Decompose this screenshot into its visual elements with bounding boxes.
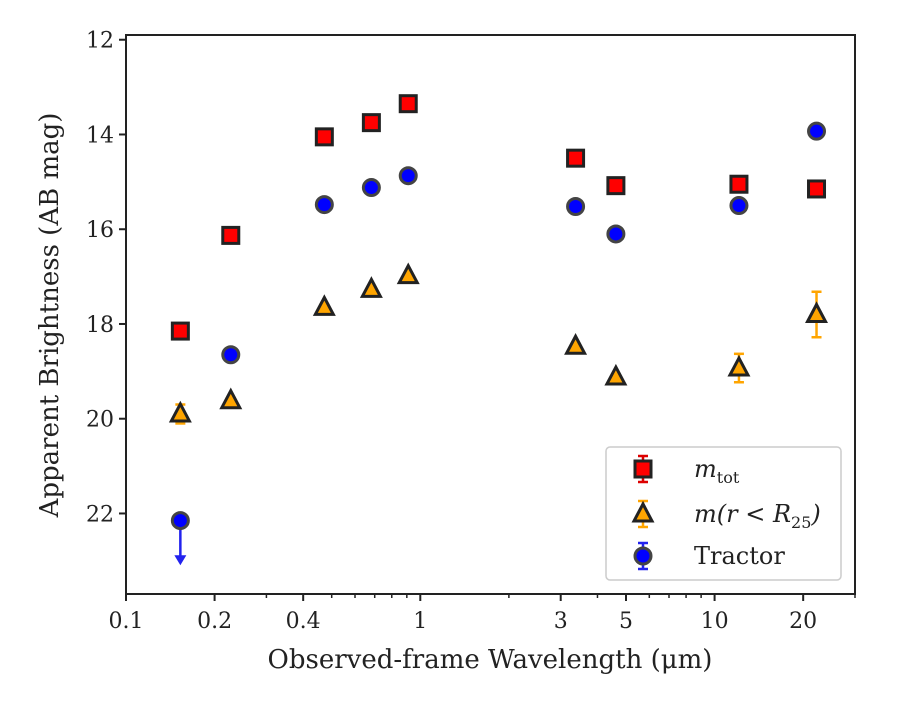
x-tick-label: 0.4 (286, 609, 321, 634)
data-point (361, 178, 381, 198)
data-point (168, 400, 192, 423)
legend: mtot m(r < R25) Tractor (605, 446, 842, 581)
axis-ticks: 0.1 0.2 0.4 1 3 5 10 20 12 14 16 18 20 22 (86, 29, 856, 634)
data-point (729, 174, 749, 194)
data-point (564, 333, 588, 355)
data-point (314, 127, 334, 147)
x-tick-label: 0.1 (109, 609, 144, 634)
legend-label: Tractor (694, 542, 785, 570)
legend-entry: mtot (633, 454, 740, 487)
legend-marker (633, 546, 653, 566)
y-tick-label: 12 (86, 29, 114, 54)
data-point (361, 113, 381, 133)
legend-marker (633, 459, 653, 479)
upper-limit-arrowhead (174, 555, 187, 566)
data-point (566, 148, 586, 168)
legend-label: m(r < R25) (694, 500, 821, 532)
data-point (398, 166, 418, 186)
data-point (606, 176, 626, 196)
series-circle (170, 121, 827, 566)
data-point (170, 321, 190, 341)
data-point (604, 363, 628, 386)
plot-frame (125, 34, 856, 595)
x-tick-label: 10 (701, 609, 729, 634)
data-point (170, 511, 190, 531)
data-point (396, 262, 420, 285)
data-point (729, 196, 749, 216)
data-point (312, 294, 336, 316)
data-point (398, 94, 418, 114)
x-tick-label: 3 (554, 609, 568, 634)
legend-entry: m(r < R25) (631, 499, 821, 532)
y-axis-label: Apparent Brightness (AB mag) (35, 113, 65, 519)
data-point (807, 121, 827, 141)
legend-label: mtot (694, 455, 740, 487)
series-triangle (168, 262, 829, 425)
legend-box (605, 446, 842, 581)
x-tick-label: 5 (619, 609, 633, 634)
data-point (805, 301, 829, 323)
data-point (606, 224, 626, 244)
data-point (566, 196, 586, 216)
x-axis-label: Observed-frame Wavelength (μm) (268, 645, 713, 675)
legend-marker (631, 500, 655, 523)
data-point (221, 345, 241, 365)
series-square (170, 94, 827, 341)
y-tick-label: 22 (86, 502, 114, 527)
data-point (221, 225, 241, 245)
x-tick-label: 20 (789, 609, 817, 634)
y-tick-label: 18 (86, 313, 114, 338)
y-tick-label: 20 (86, 408, 114, 433)
data-point (219, 387, 243, 410)
x-tick-label: 0.2 (197, 609, 232, 634)
legend-entry: Tractor (633, 541, 785, 571)
data-point (727, 354, 751, 377)
plot-marks (168, 94, 829, 566)
x-tick-label: 1 (413, 609, 427, 634)
data-point (359, 276, 383, 298)
y-tick-label: 16 (86, 218, 114, 243)
data-point (314, 195, 334, 215)
data-point (807, 179, 827, 199)
y-tick-label: 14 (86, 123, 114, 148)
